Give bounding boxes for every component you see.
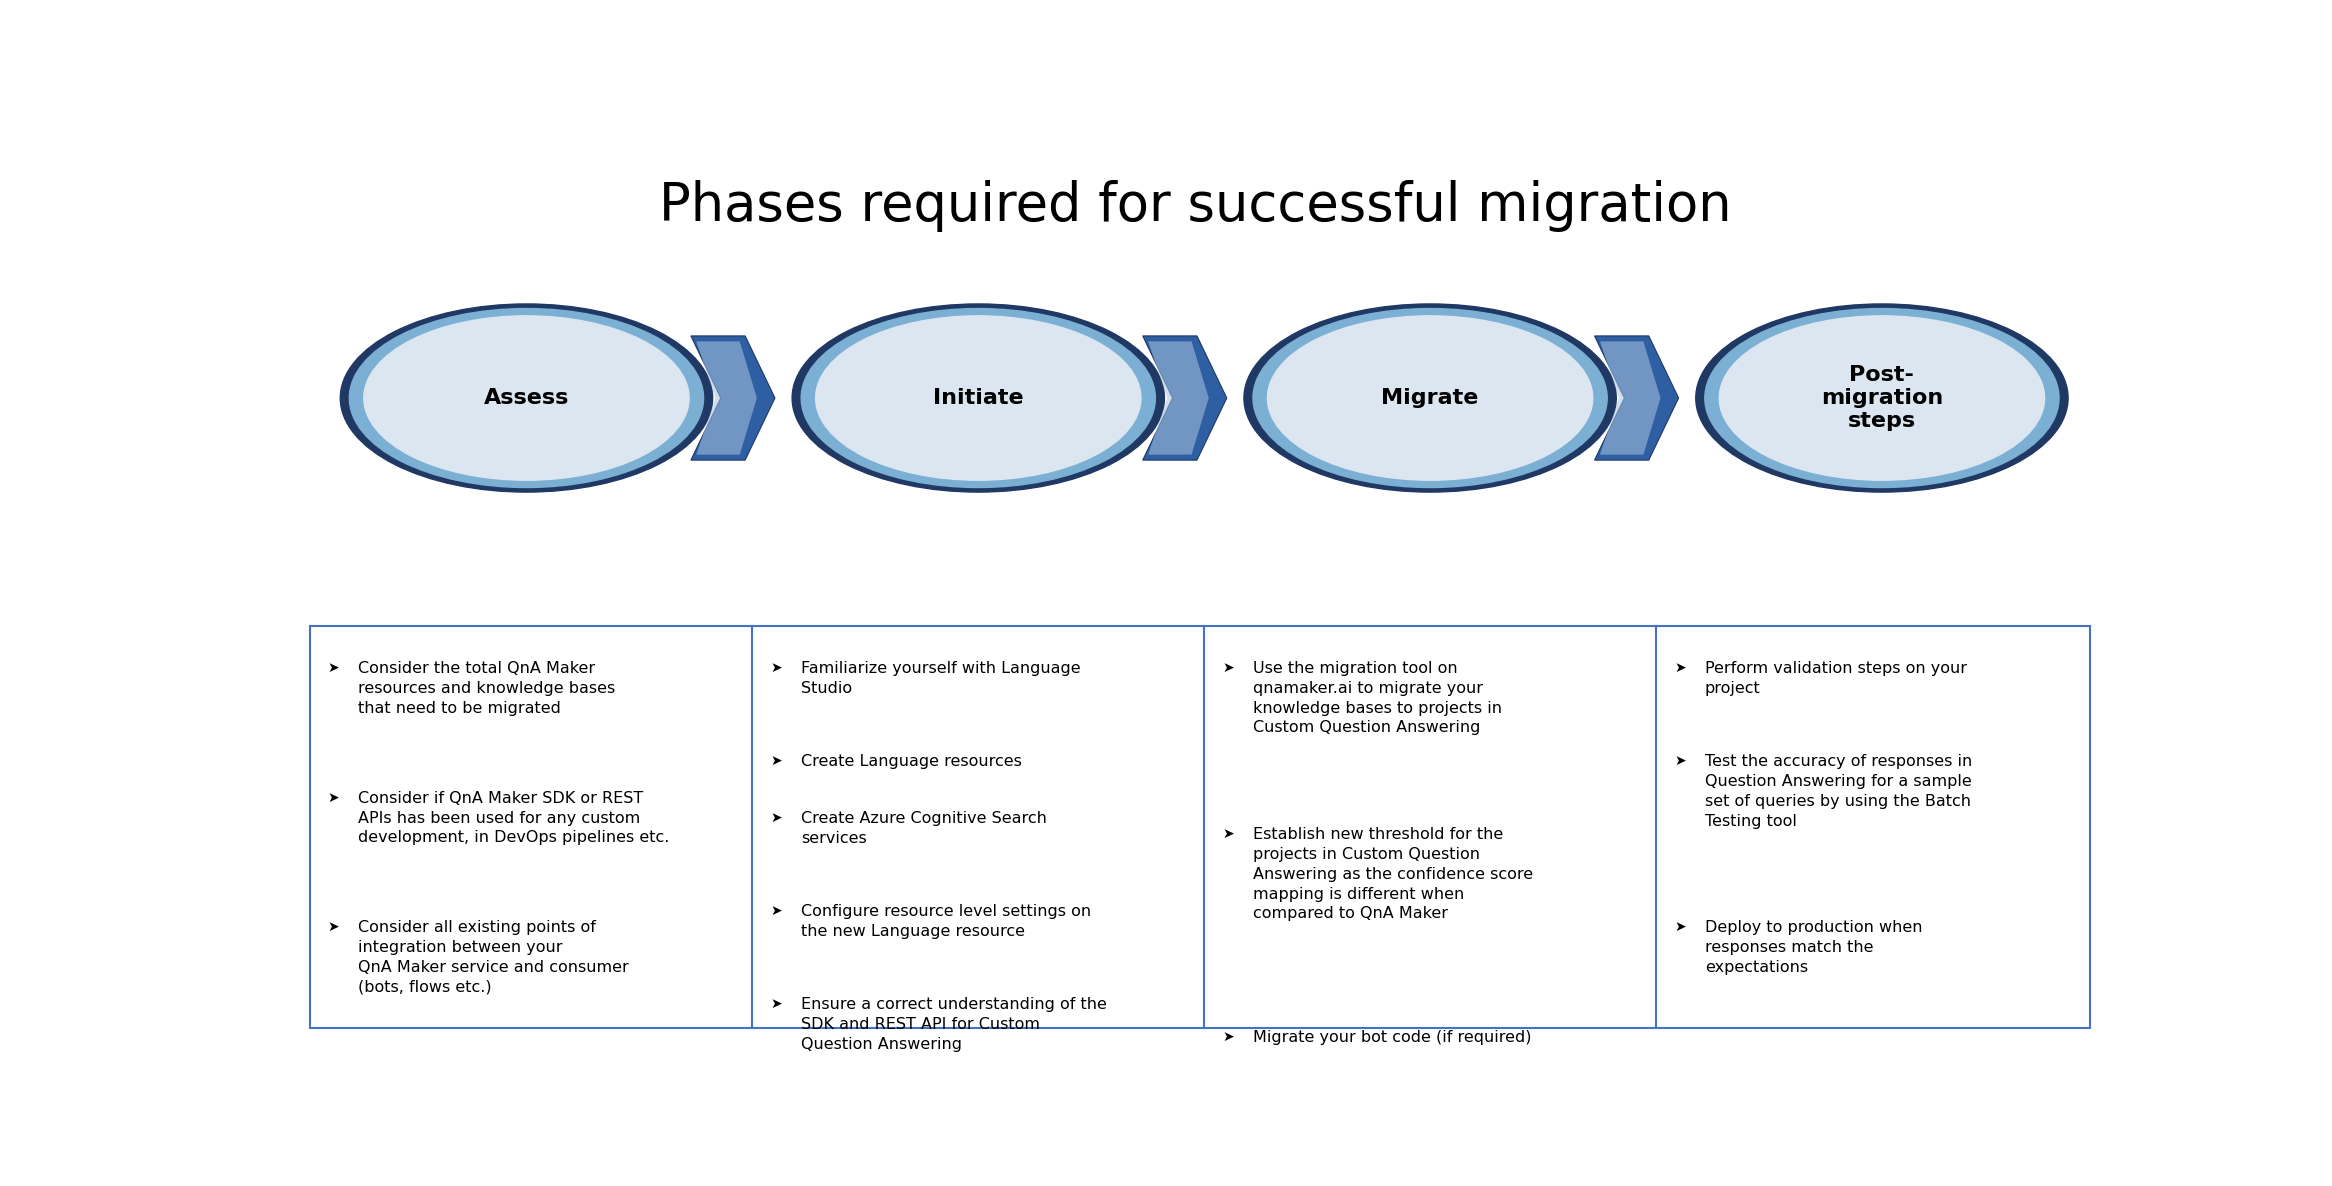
Text: Establish new threshold for the
projects in Custom Question
Answering as the con: Establish new threshold for the projects… xyxy=(1252,828,1532,922)
Text: ➤: ➤ xyxy=(326,791,338,805)
Text: ➤: ➤ xyxy=(1674,754,1686,769)
Text: Deploy to production when
responses match the
expectations: Deploy to production when responses matc… xyxy=(1705,920,1922,975)
Text: Create Azure Cognitive Search
services: Create Azure Cognitive Search services xyxy=(802,811,1047,846)
Text: Consider the total QnA Maker
resources and knowledge bases
that need to be migra: Consider the total QnA Maker resources a… xyxy=(359,661,616,715)
Circle shape xyxy=(793,304,1164,492)
Polygon shape xyxy=(1600,342,1660,454)
Text: Create Language resources: Create Language resources xyxy=(802,754,1021,770)
Text: ➤: ➤ xyxy=(1674,920,1686,935)
Text: ➤: ➤ xyxy=(770,661,781,675)
Text: Configure resource level settings on
the new Language resource: Configure resource level settings on the… xyxy=(802,904,1091,939)
Text: Use the migration tool on
qnamaker.ai to migrate your
knowledge bases to project: Use the migration tool on qnamaker.ai to… xyxy=(1252,661,1502,735)
Text: ➤: ➤ xyxy=(326,661,338,675)
Circle shape xyxy=(802,308,1154,487)
Circle shape xyxy=(1705,308,2059,487)
Text: ➤: ➤ xyxy=(770,997,781,1012)
Polygon shape xyxy=(1595,336,1679,460)
Polygon shape xyxy=(690,336,774,460)
Polygon shape xyxy=(697,342,758,454)
Circle shape xyxy=(1719,315,2045,480)
Text: ➤: ➤ xyxy=(770,904,781,918)
Text: Post-
migration
steps: Post- migration steps xyxy=(1821,365,1943,432)
Text: ➤: ➤ xyxy=(1222,1029,1234,1044)
Circle shape xyxy=(816,315,1140,480)
Text: Initiate: Initiate xyxy=(933,388,1024,408)
Text: Assess: Assess xyxy=(483,388,569,408)
Text: ➤: ➤ xyxy=(770,811,781,824)
Text: Familiarize yourself with Language
Studio: Familiarize yourself with Language Studi… xyxy=(802,661,1080,696)
Text: ➤: ➤ xyxy=(1222,828,1234,841)
Circle shape xyxy=(1243,304,1616,492)
Circle shape xyxy=(350,308,704,487)
Text: Consider all existing points of
integration between your
QnA Maker service and c: Consider all existing points of integrat… xyxy=(359,920,630,995)
Text: ➤: ➤ xyxy=(1674,661,1686,675)
Text: Consider if QnA Maker SDK or REST
APIs has been used for any custom
development,: Consider if QnA Maker SDK or REST APIs h… xyxy=(359,791,669,846)
Circle shape xyxy=(340,304,714,492)
FancyBboxPatch shape xyxy=(310,626,2089,1028)
Text: Test the accuracy of responses in
Question Answering for a sample
set of queries: Test the accuracy of responses in Questi… xyxy=(1705,754,1973,829)
Circle shape xyxy=(1695,304,2068,492)
Text: ➤: ➤ xyxy=(770,754,781,769)
Circle shape xyxy=(1252,308,1607,487)
Text: Perform validation steps on your
project: Perform validation steps on your project xyxy=(1705,661,1966,696)
Text: ➤: ➤ xyxy=(326,920,338,935)
Polygon shape xyxy=(1147,342,1208,454)
Text: ➤: ➤ xyxy=(1222,661,1234,675)
Text: Migrate your bot code (if required): Migrate your bot code (if required) xyxy=(1252,1029,1532,1045)
Text: Phases required for successful migration: Phases required for successful migration xyxy=(660,180,1730,232)
Text: Migrate: Migrate xyxy=(1381,388,1478,408)
Circle shape xyxy=(1269,315,1593,480)
Text: Consider pricing info for Question
Answering: Consider pricing info for Question Answe… xyxy=(359,1086,630,1122)
Text: ➤: ➤ xyxy=(326,1086,338,1101)
Circle shape xyxy=(364,315,690,480)
Text: Ensure a correct understanding of the
SDK and REST API for Custom
Question Answe: Ensure a correct understanding of the SD… xyxy=(802,997,1108,1052)
Polygon shape xyxy=(1143,336,1227,460)
